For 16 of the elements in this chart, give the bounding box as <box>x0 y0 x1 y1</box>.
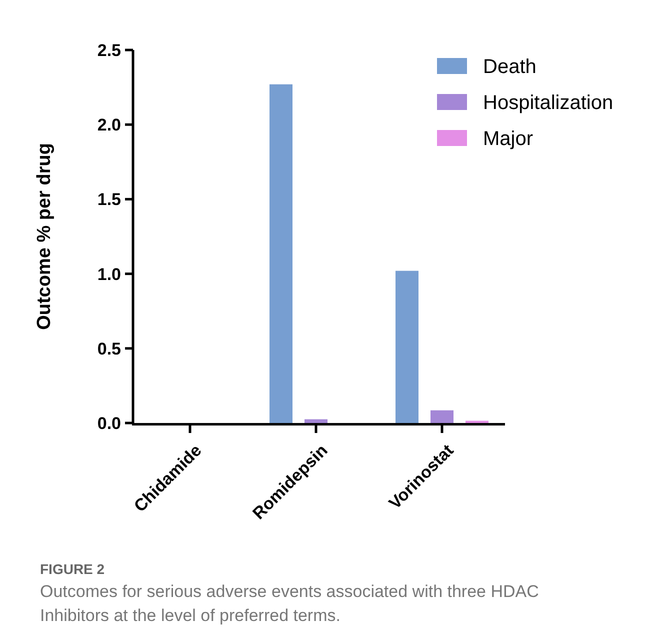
y-tick-label: 0.5 <box>97 339 121 358</box>
caption: FIGURE 2 <box>40 561 105 577</box>
text: Outcomes for serious adverse events associated with three HDAC Inhibitors at the level of preferred terms. <box>40 581 540 627</box>
y-tick-label: 2.0 <box>97 116 121 135</box>
y-tick-label: 1.5 <box>97 190 121 210</box>
y-axis-title: Outcome % per drug <box>34 143 55 330</box>
legend-label: Major <box>483 128 534 150</box>
y-tick-label: 0.0 <box>97 414 121 433</box>
bar <box>270 84 292 423</box>
y-tick-label: 1.0 <box>97 264 121 284</box>
y-tick-label: 2.5 <box>97 40 121 60</box>
bar <box>430 410 454 423</box>
legend-label: Hospitalization <box>483 92 614 114</box>
bar <box>396 270 418 423</box>
bar <box>304 419 328 423</box>
legend-label: Death <box>483 56 536 78</box>
